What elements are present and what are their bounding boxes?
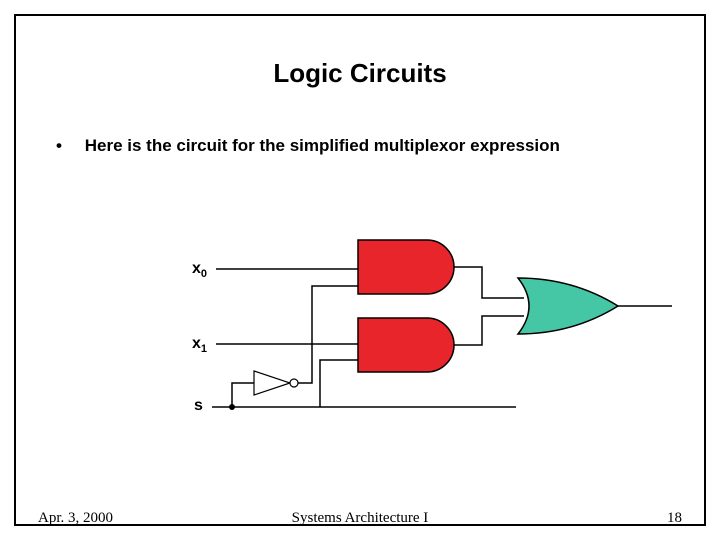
circuit-diagram	[16, 16, 708, 528]
not-gate-bubble-icon	[290, 379, 298, 387]
footer-page-number: 18	[667, 510, 682, 527]
wire	[454, 316, 524, 345]
slide-frame: Logic Circuits • Here is the circuit for…	[14, 14, 706, 526]
footer-course: Systems Architecture I	[38, 510, 682, 527]
wire	[320, 360, 358, 407]
wire	[294, 286, 358, 383]
wire-junction-icon	[229, 404, 235, 410]
wire	[454, 267, 524, 298]
or-gate-icon	[518, 278, 618, 334]
and-gate-icon	[358, 240, 454, 294]
and-gate-icon	[358, 318, 454, 372]
not-gate-icon	[254, 371, 290, 395]
wire	[232, 383, 254, 407]
